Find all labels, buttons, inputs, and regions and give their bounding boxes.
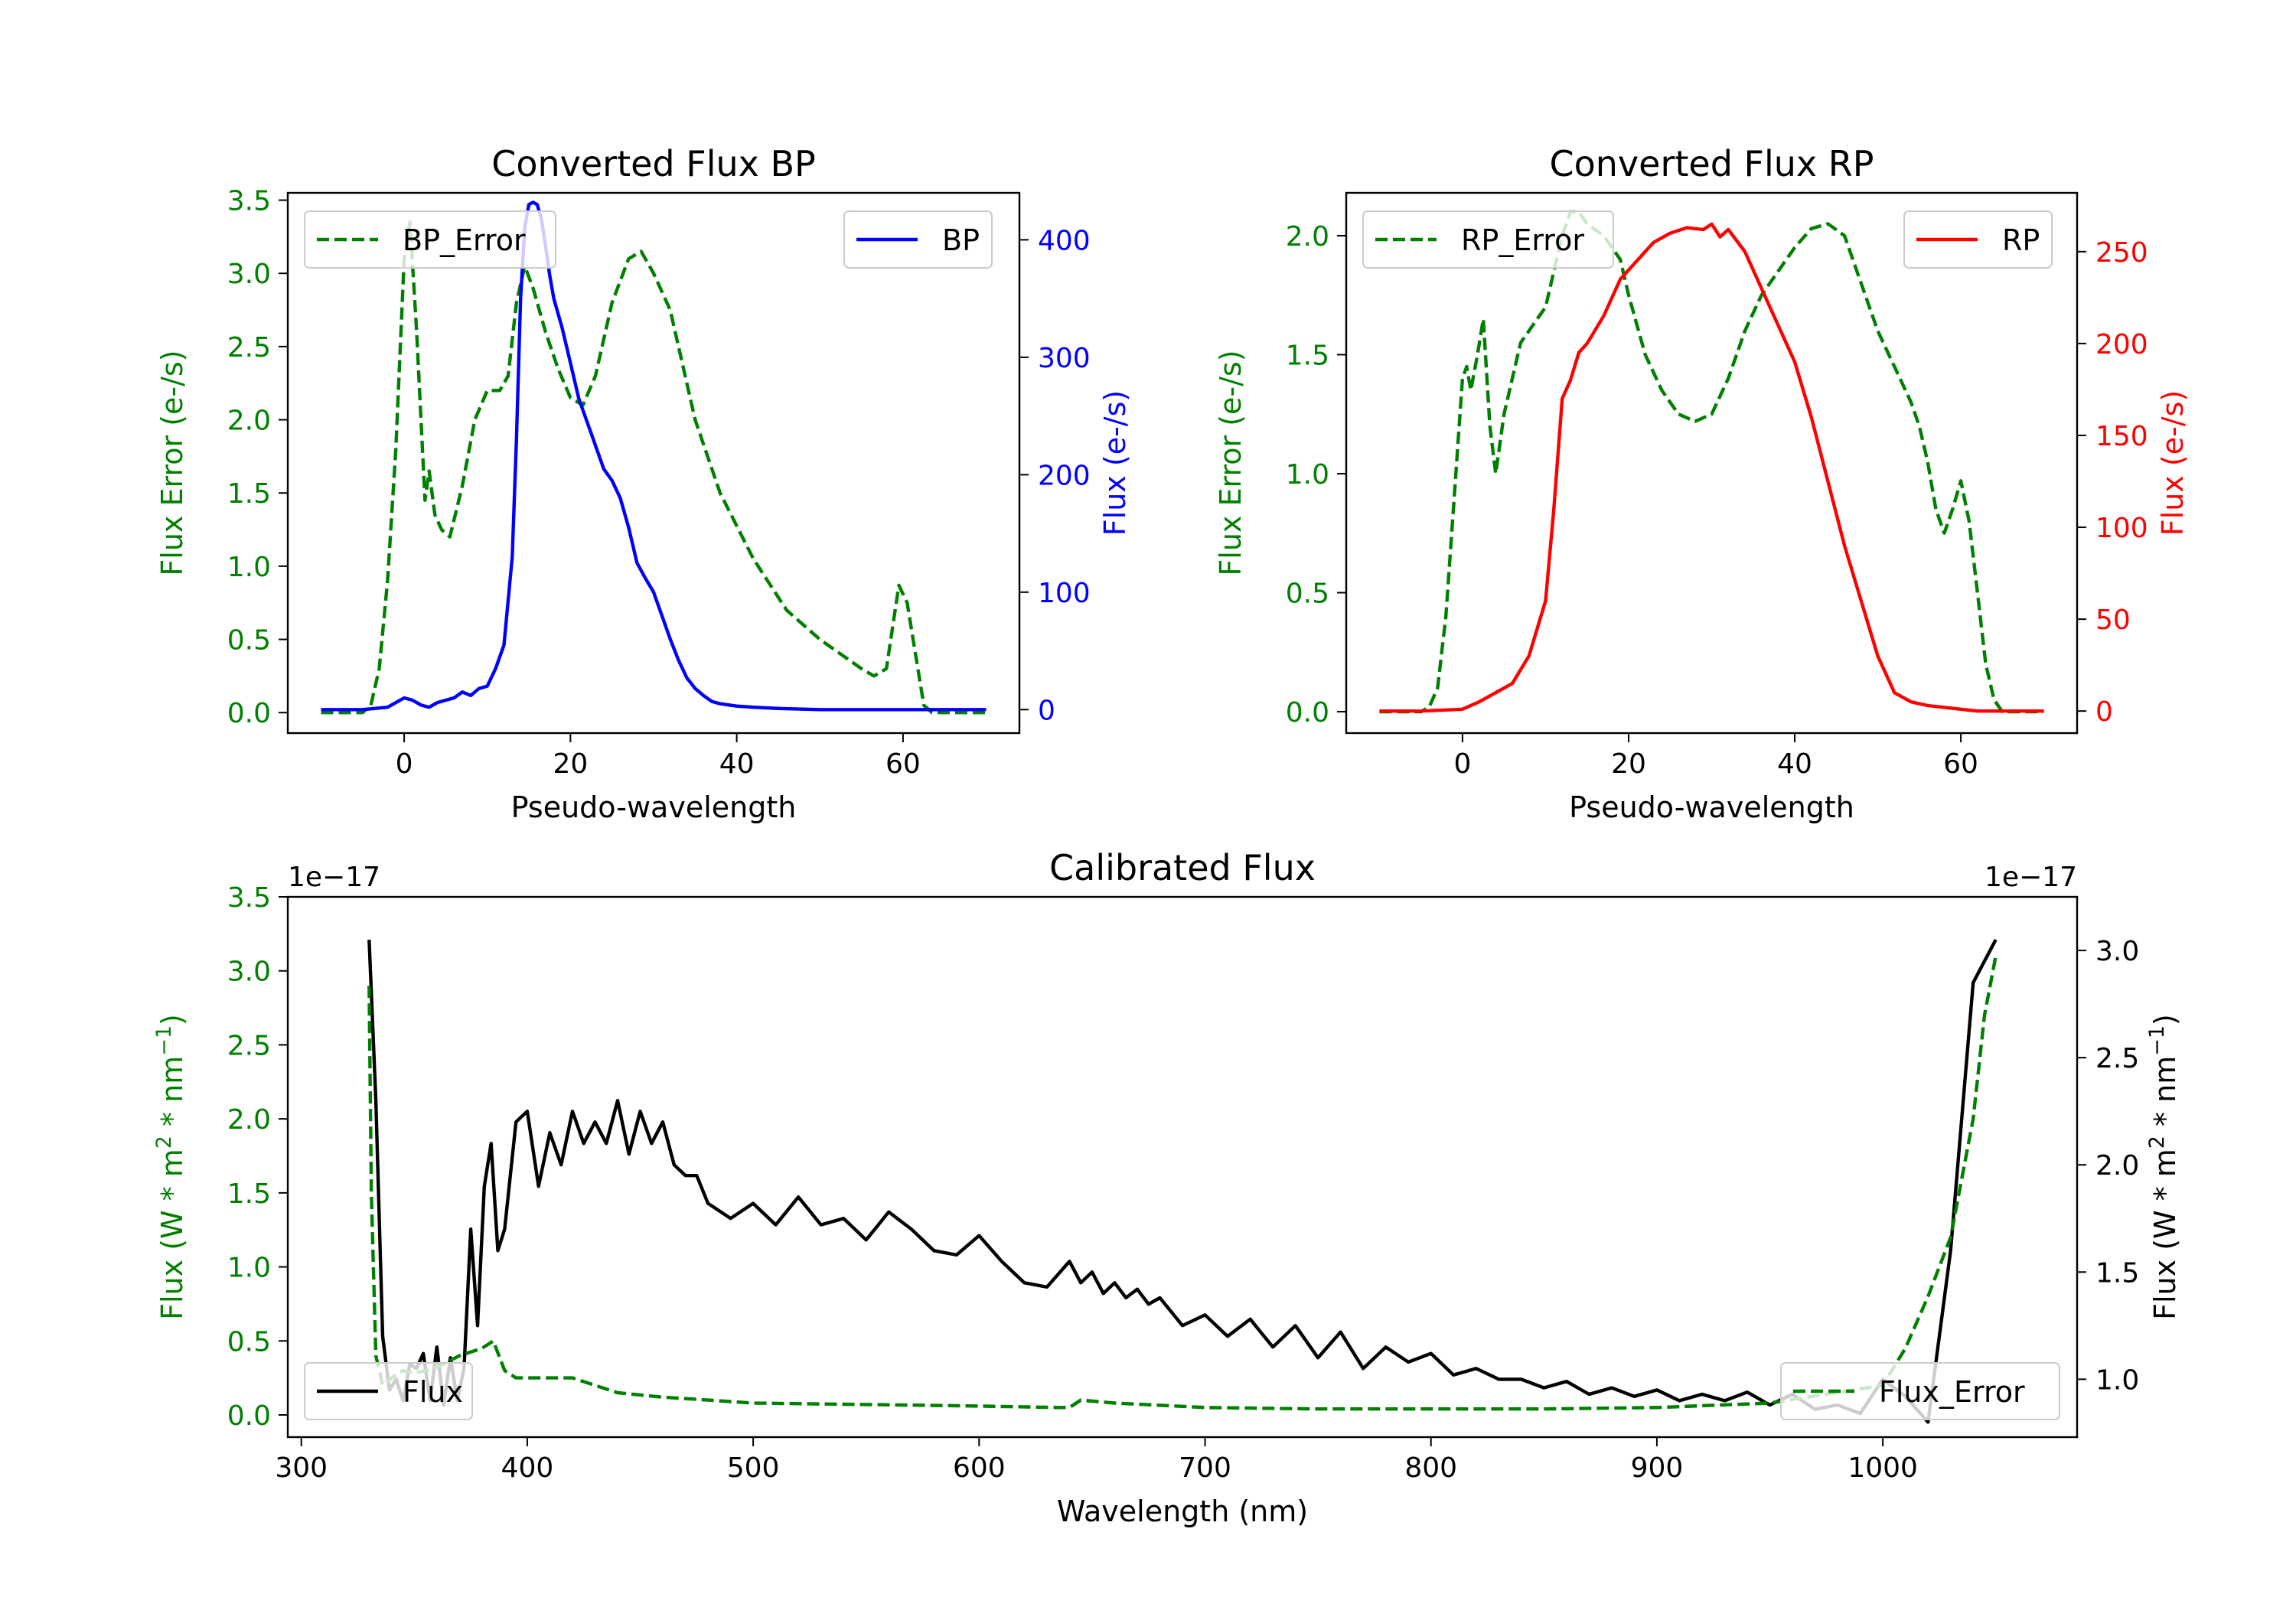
x-axis-label: Pseudo-wavelength bbox=[1569, 790, 1854, 824]
x-tick-label: 900 bbox=[1631, 1452, 1684, 1484]
x-tick-label: 700 bbox=[1179, 1452, 1231, 1484]
legend-bp-error: BP_Error bbox=[304, 210, 556, 269]
y-right-tick-label: 0 bbox=[1038, 695, 1055, 726]
y-left-tick-label: 2.5 bbox=[227, 332, 271, 363]
series-bp-line bbox=[321, 200, 987, 712]
legend-label: BP bbox=[942, 223, 980, 257]
x-tick-label: 600 bbox=[953, 1452, 1006, 1484]
y-left-tick-label: 3.5 bbox=[227, 186, 271, 217]
legend-label: RP_Error bbox=[1461, 223, 1584, 257]
y-axis-label-right: Flux (W * m2 * nm−1) bbox=[2145, 1014, 2183, 1320]
x-tick-label: 20 bbox=[1611, 748, 1646, 780]
legend-bp: BP bbox=[843, 210, 993, 269]
panels: 0 20 40 600.00.51.01.52.02.53.03.5010020030… bbox=[152, 143, 2190, 1528]
y-left-tick-label: 0.0 bbox=[227, 698, 271, 729]
chart-title: Calibrated Flux bbox=[1049, 847, 1316, 888]
y-left-tick-label: 2.0 bbox=[1286, 221, 1329, 253]
y-right-tick-label: 0 bbox=[2095, 696, 2113, 728]
x-tick-label: 60 bbox=[1943, 748, 1978, 780]
x-tick-label: 40 bbox=[719, 748, 755, 780]
y-axis-label-right: Flux (e-/s) bbox=[2156, 390, 2190, 536]
y-right-tick-label: 100 bbox=[1038, 578, 1091, 609]
y-axis-label-left: Flux (W * m2 * nm−1) bbox=[152, 1014, 190, 1320]
y-left-tick-label: 0.5 bbox=[227, 1326, 271, 1358]
y-right-tick-label: 50 bbox=[2095, 605, 2131, 636]
y-right-tick-label: 2.0 bbox=[2095, 1150, 2139, 1182]
y-right-tick-label: 3.0 bbox=[2095, 936, 2139, 967]
legend-frame bbox=[304, 1362, 473, 1420]
legend-label: BP_Error bbox=[403, 223, 526, 257]
x-axis-label: Wavelength (nm) bbox=[1057, 1495, 1308, 1528]
legend-flux-error: Flux_Error bbox=[1780, 1362, 2060, 1420]
y-left-tick-label: 0.0 bbox=[227, 1400, 271, 1432]
x-tick-label: 60 bbox=[885, 748, 921, 780]
x-tick-label: 0 bbox=[1453, 748, 1471, 780]
series-rp-line bbox=[1379, 222, 2044, 713]
series-rp-error-line bbox=[1379, 210, 2044, 714]
y-left-tick-label: 1.0 bbox=[227, 1253, 271, 1284]
y-right-tick-label: 1.0 bbox=[2095, 1364, 2139, 1396]
x-tick-label: 300 bbox=[275, 1452, 328, 1484]
y-axis-label-left: Flux Error (e-/s) bbox=[155, 350, 189, 575]
x-tick-label: 1000 bbox=[1848, 1452, 1918, 1484]
y-left-tick-label: 1.5 bbox=[1286, 340, 1329, 371]
legend-frame bbox=[304, 210, 556, 269]
y-axis-label-left: Flux Error (e-/s) bbox=[1214, 350, 1247, 575]
offset-text-left: 1e−17 bbox=[288, 862, 380, 893]
y-right-tick-label: 300 bbox=[1038, 343, 1091, 374]
offset-text-right: 1e−17 bbox=[1985, 862, 2077, 893]
panel-bp: 0 20 40 60 0.0 0.5 1.0 1.5 2.0 2.5 3.0 3.5 0 100 200 30… bbox=[155, 143, 1132, 824]
legend-label: Flux_Error bbox=[1879, 1375, 2025, 1409]
y-left-tick-label: 2.5 bbox=[227, 1030, 271, 1061]
legend-frame bbox=[843, 210, 993, 269]
x-tick-label: 800 bbox=[1404, 1452, 1457, 1484]
y-left-tick-label: 2.0 bbox=[227, 1104, 271, 1136]
panel-calibrated: 300 400 500 600 700 800 900 1000 0.0 0.5 1.0 1.5 2.0… bbox=[152, 847, 2183, 1528]
chart-title: Converted Flux BP bbox=[491, 143, 816, 184]
chart-title: Converted Flux RP bbox=[1550, 143, 1874, 184]
x-tick-label: 500 bbox=[727, 1452, 780, 1484]
y-right-tick-label: 100 bbox=[2095, 513, 2148, 544]
y-left-tick-label: 1.5 bbox=[227, 1178, 271, 1210]
x-axis-label: Pseudo-wavelength bbox=[511, 790, 797, 824]
y-right-tick-label: 1.5 bbox=[2095, 1257, 2139, 1289]
x-tick-label: 20 bbox=[553, 748, 588, 780]
y-left-tick-label: 1.0 bbox=[1286, 459, 1329, 491]
y-left-tick-label: 3.0 bbox=[227, 259, 271, 290]
panel-rp: 0 20 40 60 0.0 0.5 1.0 1.5 2.0 0 50 100 150 200 250 Con… bbox=[1214, 143, 2190, 824]
legend-rp-error: RP_Error bbox=[1362, 210, 1614, 269]
x-tick-label: 400 bbox=[501, 1452, 554, 1484]
series-flux-line bbox=[367, 938, 1998, 1424]
y-left-tick-label: 0.5 bbox=[1286, 579, 1329, 610]
legend-frame bbox=[1780, 1362, 2060, 1420]
y-left-tick-label: 1.5 bbox=[227, 478, 271, 510]
x-tick-label: 0 bbox=[396, 748, 413, 780]
y-right-tick-label: 200 bbox=[1038, 460, 1091, 491]
legend-frame bbox=[1903, 210, 2053, 269]
y-left-tick-label: 3.0 bbox=[227, 957, 271, 988]
y-left-tick-label: 0.5 bbox=[227, 625, 271, 657]
y-left-tick-label: 1.0 bbox=[227, 552, 271, 583]
legend-frame bbox=[1362, 210, 1614, 269]
y-right-tick-label: 2.5 bbox=[2095, 1043, 2139, 1074]
plot-frame bbox=[286, 895, 2079, 1439]
y-right-tick-label: 200 bbox=[2095, 329, 2148, 360]
x-tick-label: 40 bbox=[1777, 748, 1812, 780]
y-left-tick-label: 2.0 bbox=[227, 406, 271, 437]
legend-label: RP bbox=[2002, 223, 2040, 257]
plot-frame bbox=[286, 191, 1021, 735]
plot-frame bbox=[1345, 191, 2079, 735]
y-left-tick-label: 3.5 bbox=[227, 882, 271, 914]
y-left-tick-label: 0.0 bbox=[1286, 697, 1329, 729]
y-right-tick-label: 400 bbox=[1038, 225, 1091, 256]
legend-flux: Flux bbox=[304, 1362, 473, 1420]
legend-rp: RP bbox=[1903, 210, 2053, 269]
y-axis-label-right: Flux (e-/s) bbox=[1098, 390, 1132, 536]
legend-label: Flux bbox=[403, 1375, 463, 1409]
y-right-tick-label: 150 bbox=[2095, 421, 2148, 452]
y-right-tick-label: 250 bbox=[2095, 237, 2148, 269]
